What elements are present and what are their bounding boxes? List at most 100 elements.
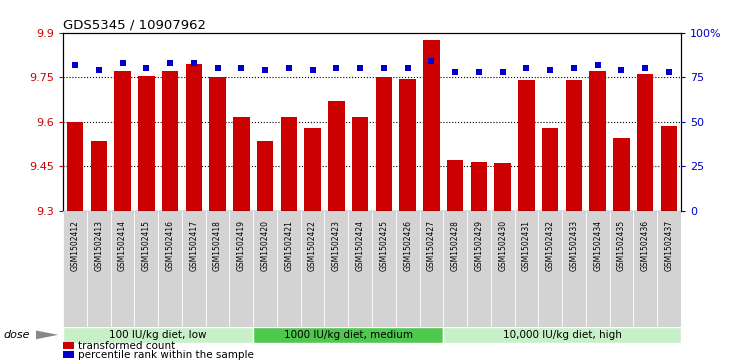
Bar bbox=[324, 211, 348, 327]
Bar bbox=[182, 211, 206, 327]
Bar bbox=[253, 211, 277, 327]
Bar bbox=[467, 211, 491, 327]
Text: GSM1502420: GSM1502420 bbox=[260, 220, 269, 271]
Text: GSM1502429: GSM1502429 bbox=[475, 220, 484, 271]
Bar bbox=[111, 211, 135, 327]
Text: GSM1502421: GSM1502421 bbox=[284, 220, 293, 271]
Bar bbox=[87, 211, 111, 327]
Point bbox=[164, 60, 176, 66]
Text: GSM1502416: GSM1502416 bbox=[166, 220, 175, 271]
Point bbox=[212, 65, 224, 71]
Bar bbox=[661, 126, 677, 211]
Bar bbox=[518, 80, 535, 211]
Bar bbox=[277, 211, 301, 327]
Text: GSM1502434: GSM1502434 bbox=[593, 220, 602, 271]
Point bbox=[639, 65, 651, 71]
Bar bbox=[229, 211, 253, 327]
Point bbox=[378, 65, 390, 71]
Bar bbox=[420, 211, 443, 327]
Bar bbox=[447, 160, 464, 211]
Point bbox=[449, 69, 461, 75]
Point bbox=[615, 67, 627, 73]
Text: GSM1502415: GSM1502415 bbox=[142, 220, 151, 271]
Text: GSM1502412: GSM1502412 bbox=[71, 220, 80, 271]
Point bbox=[354, 65, 366, 71]
Point bbox=[663, 69, 675, 75]
Bar bbox=[376, 77, 392, 211]
Bar bbox=[443, 327, 681, 343]
Bar bbox=[542, 127, 559, 211]
Text: 1000 IU/kg diet, medium: 1000 IU/kg diet, medium bbox=[283, 330, 413, 340]
Bar bbox=[63, 327, 253, 343]
Bar bbox=[91, 141, 107, 211]
Point bbox=[307, 67, 318, 73]
Bar bbox=[135, 211, 158, 327]
Point bbox=[93, 67, 105, 73]
Bar bbox=[423, 40, 440, 211]
Bar bbox=[538, 211, 562, 327]
Bar bbox=[396, 211, 420, 327]
Bar bbox=[586, 211, 609, 327]
Bar bbox=[352, 117, 368, 211]
Bar bbox=[491, 211, 515, 327]
Bar bbox=[494, 163, 511, 211]
Point bbox=[402, 65, 414, 71]
Bar bbox=[589, 71, 606, 211]
Text: GSM1502426: GSM1502426 bbox=[403, 220, 412, 271]
Text: GSM1502417: GSM1502417 bbox=[190, 220, 199, 271]
Bar bbox=[348, 211, 372, 327]
Point bbox=[141, 65, 153, 71]
Bar bbox=[206, 211, 229, 327]
Bar bbox=[609, 211, 633, 327]
Text: GSM1502413: GSM1502413 bbox=[94, 220, 103, 271]
Text: GSM1502430: GSM1502430 bbox=[498, 220, 507, 271]
Bar bbox=[253, 327, 443, 343]
Point bbox=[497, 69, 509, 75]
Bar bbox=[613, 138, 629, 211]
Bar bbox=[67, 122, 83, 211]
Point bbox=[426, 58, 437, 64]
Bar bbox=[161, 71, 179, 211]
Text: GSM1502422: GSM1502422 bbox=[308, 220, 317, 271]
Bar bbox=[443, 211, 467, 327]
Bar bbox=[233, 117, 250, 211]
Bar bbox=[301, 211, 324, 327]
Text: GSM1502418: GSM1502418 bbox=[213, 220, 222, 271]
Text: dose: dose bbox=[4, 330, 31, 340]
Text: GSM1502425: GSM1502425 bbox=[379, 220, 388, 271]
Bar bbox=[138, 76, 155, 211]
Bar bbox=[633, 211, 657, 327]
Text: GSM1502424: GSM1502424 bbox=[356, 220, 365, 271]
Bar bbox=[209, 77, 226, 211]
Bar bbox=[63, 211, 87, 327]
Point bbox=[259, 67, 271, 73]
Text: GDS5345 / 10907962: GDS5345 / 10907962 bbox=[63, 18, 206, 31]
Bar bbox=[400, 79, 416, 211]
Text: 10,000 IU/kg diet, high: 10,000 IU/kg diet, high bbox=[502, 330, 621, 340]
Bar bbox=[637, 74, 653, 211]
Text: GSM1502435: GSM1502435 bbox=[617, 220, 626, 271]
Text: GSM1502414: GSM1502414 bbox=[118, 220, 127, 271]
Text: GSM1502431: GSM1502431 bbox=[522, 220, 531, 271]
Bar bbox=[63, 351, 74, 359]
Text: transformed count: transformed count bbox=[78, 341, 176, 351]
Bar bbox=[280, 117, 297, 211]
Text: GSM1502437: GSM1502437 bbox=[664, 220, 673, 271]
Point bbox=[117, 60, 129, 66]
Bar bbox=[470, 162, 487, 211]
Text: GSM1502423: GSM1502423 bbox=[332, 220, 341, 271]
Text: GSM1502428: GSM1502428 bbox=[451, 220, 460, 271]
Bar bbox=[63, 342, 74, 349]
Bar bbox=[328, 101, 344, 211]
Bar bbox=[657, 211, 681, 327]
Point bbox=[235, 65, 247, 71]
Bar bbox=[304, 127, 321, 211]
Polygon shape bbox=[36, 330, 58, 339]
Point bbox=[473, 69, 485, 75]
Text: GSM1502436: GSM1502436 bbox=[641, 220, 650, 271]
Text: GSM1502433: GSM1502433 bbox=[569, 220, 578, 271]
Text: percentile rank within the sample: percentile rank within the sample bbox=[78, 350, 254, 360]
Point bbox=[188, 60, 200, 66]
Bar bbox=[565, 80, 583, 211]
Point bbox=[330, 65, 342, 71]
